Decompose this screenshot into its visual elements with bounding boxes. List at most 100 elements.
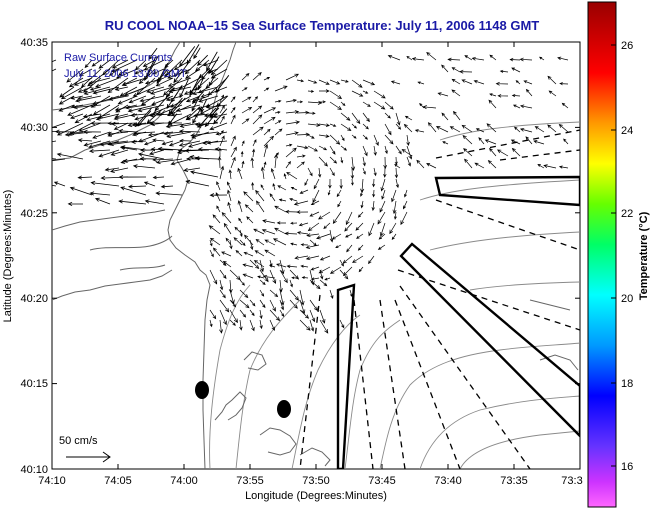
current-vector (305, 255, 320, 261)
current-vector (558, 123, 569, 133)
current-vector (249, 309, 255, 317)
current-vector (241, 72, 250, 81)
current-vector (252, 126, 264, 136)
current-vector (252, 148, 256, 158)
current-vector (362, 112, 370, 123)
current-vector (497, 94, 509, 98)
current-vector (82, 113, 102, 119)
current-vector (272, 183, 276, 191)
current-vector (403, 123, 413, 133)
current-vector (519, 57, 533, 62)
current-vector (393, 211, 397, 220)
current-vector (296, 100, 304, 104)
current-vector (230, 135, 236, 147)
current-vector (237, 167, 243, 180)
current-vector (318, 100, 326, 104)
current-vector (296, 132, 311, 137)
current-vector (219, 289, 226, 299)
current-vector (461, 124, 473, 133)
current-vector (146, 108, 163, 124)
station-marker (195, 381, 209, 399)
current-vector (563, 138, 569, 145)
current-vector (189, 74, 202, 97)
current-vector (209, 249, 214, 258)
current-vector (94, 197, 111, 205)
current-vector (155, 191, 183, 196)
current-vector (165, 122, 192, 129)
current-vector (123, 86, 147, 97)
current-vector (207, 77, 228, 96)
current-vector (67, 201, 84, 207)
current-vector (191, 91, 204, 104)
current-vector (259, 259, 264, 273)
current-vector (216, 95, 229, 108)
current-vector (217, 156, 222, 169)
current-vector (90, 121, 111, 126)
current-vector (58, 104, 75, 112)
current-vector (198, 107, 217, 128)
current-vector (274, 85, 288, 92)
current-vector (264, 239, 276, 246)
current-vector (489, 54, 497, 61)
current-vector (219, 299, 230, 313)
current-vector (99, 140, 129, 147)
current-vector (233, 237, 243, 246)
plot-frame (51, 41, 581, 470)
current-vector (170, 113, 183, 117)
current-vector (394, 167, 399, 179)
current-vector (111, 59, 138, 72)
colorbar-tick-label: 24 (621, 125, 633, 137)
current-vector (299, 319, 311, 331)
current-vector (206, 51, 218, 72)
current-vector (351, 134, 357, 139)
current-vector (307, 167, 313, 177)
current-vector (259, 279, 266, 286)
current-vector (378, 233, 386, 240)
current-vector (83, 140, 102, 147)
current-vector (252, 105, 263, 114)
current-vector (179, 46, 196, 68)
current-vector (289, 299, 298, 309)
current-vector (114, 86, 129, 91)
current-vector (263, 143, 269, 158)
current-vector (277, 185, 287, 191)
current-vector (175, 104, 201, 112)
colorbar: 26 24 22 20 18 16 Temperature (°C) (587, 1, 650, 508)
current-vector (223, 222, 232, 235)
y-axis-label: Latitude (Degrees:Minutes) (2, 190, 14, 323)
current-vector (221, 211, 232, 224)
current-vector (427, 122, 437, 133)
current-vector (227, 189, 232, 202)
current-vector (173, 63, 189, 84)
current-vector (561, 102, 569, 109)
figure-title: RU COOL NOAA–15 Sea Surface Temperature:… (105, 18, 540, 33)
current-vector (323, 222, 331, 230)
current-vector (350, 167, 355, 180)
current-vector (88, 77, 111, 85)
current-vector (155, 77, 174, 87)
current-vector (110, 149, 129, 156)
current-vector (70, 113, 84, 119)
current-vector (340, 123, 352, 131)
current-vector (488, 99, 497, 109)
current-vector (462, 135, 473, 145)
current-vector (331, 233, 342, 240)
current-vector (336, 189, 342, 198)
current-vector (471, 56, 485, 61)
current-vector (215, 192, 221, 202)
current-vector (307, 79, 318, 84)
current-vector (318, 134, 330, 138)
current-vector (513, 126, 521, 133)
current-vector (384, 101, 394, 110)
current-vector (73, 77, 93, 86)
current-vector (186, 44, 200, 65)
current-vector (279, 299, 285, 311)
current-vector (509, 57, 521, 62)
current-vector (350, 178, 354, 186)
current-vector (259, 309, 263, 320)
current-vector (449, 126, 461, 133)
current-vector (372, 178, 376, 188)
current-vector (130, 113, 147, 118)
current-vector (263, 77, 271, 81)
current-vector (387, 54, 401, 61)
